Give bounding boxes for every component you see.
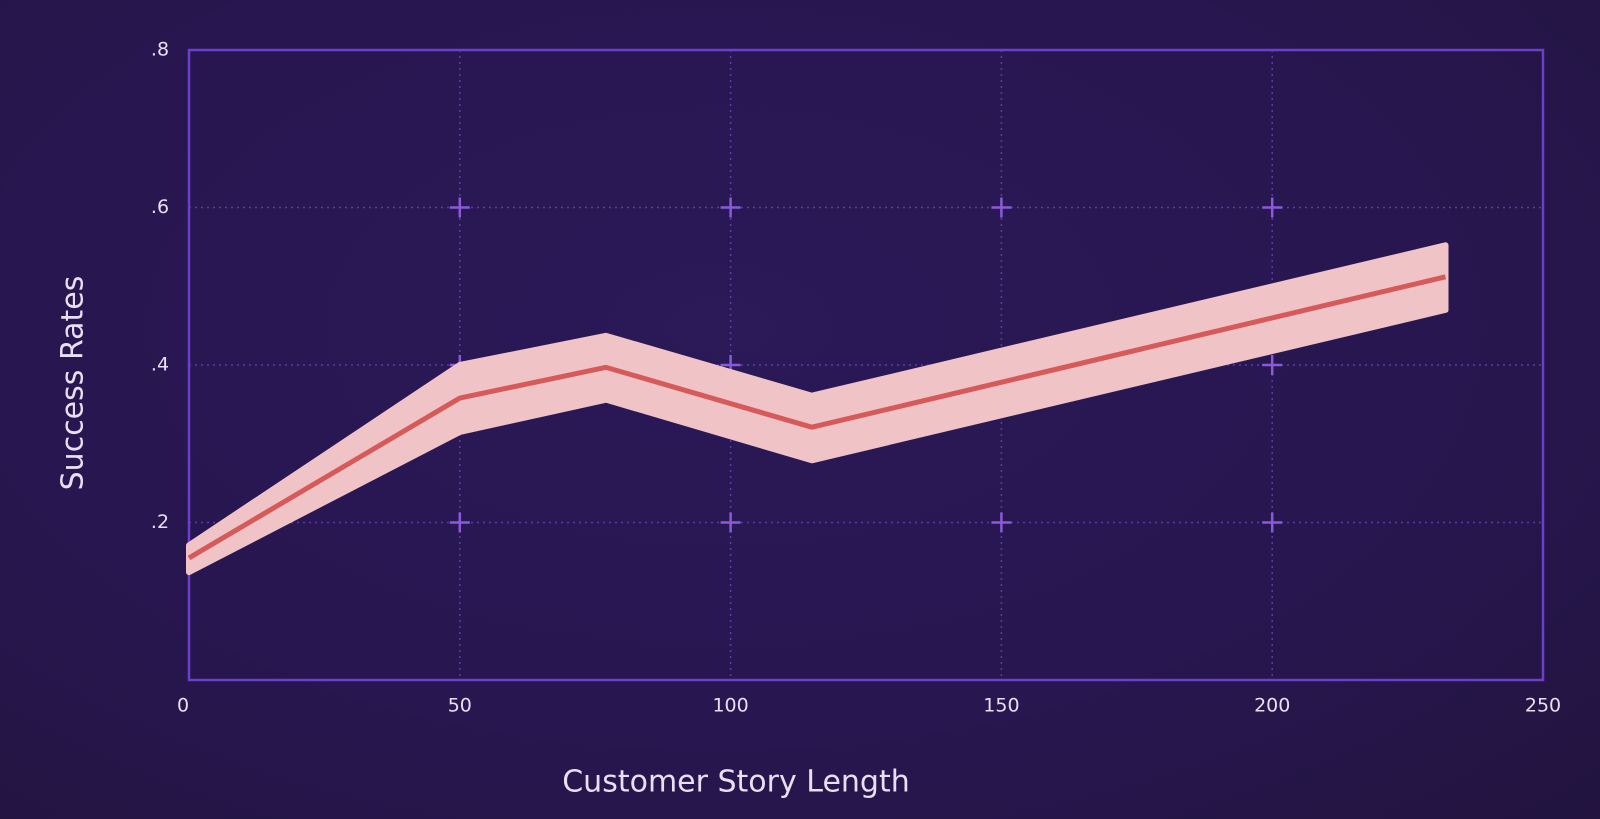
x-tick-label: 250 bbox=[1525, 695, 1561, 717]
grid-cross bbox=[991, 512, 1012, 533]
y-tick-label: .8 bbox=[151, 39, 169, 61]
grid-cross bbox=[1262, 355, 1283, 375]
x-tick-label: 0 bbox=[177, 695, 189, 717]
grid-cross bbox=[720, 512, 741, 533]
x-tick-label: 50 bbox=[448, 695, 472, 717]
grid-cross bbox=[1262, 512, 1283, 533]
grid-cross bbox=[720, 197, 741, 218]
x-tick-label: 150 bbox=[983, 695, 1019, 717]
x-tick-label: 100 bbox=[712, 695, 748, 717]
y-axis-title: Success Rates bbox=[56, 276, 91, 491]
grid-cross bbox=[449, 197, 470, 218]
y-tick-label: .6 bbox=[151, 196, 169, 218]
grid-cross bbox=[449, 512, 470, 533]
line bbox=[187, 274, 1447, 561]
x-axis-title: Customer Story Length bbox=[562, 765, 910, 800]
x-tick-label: 200 bbox=[1254, 695, 1290, 717]
y-tick-label: .2 bbox=[151, 511, 169, 533]
plot-frame bbox=[187, 48, 1545, 682]
grid-cross bbox=[991, 197, 1012, 218]
confidence-band bbox=[186, 242, 1449, 576]
grid-cross bbox=[1262, 197, 1283, 218]
y-tick-label: .4 bbox=[151, 354, 169, 376]
